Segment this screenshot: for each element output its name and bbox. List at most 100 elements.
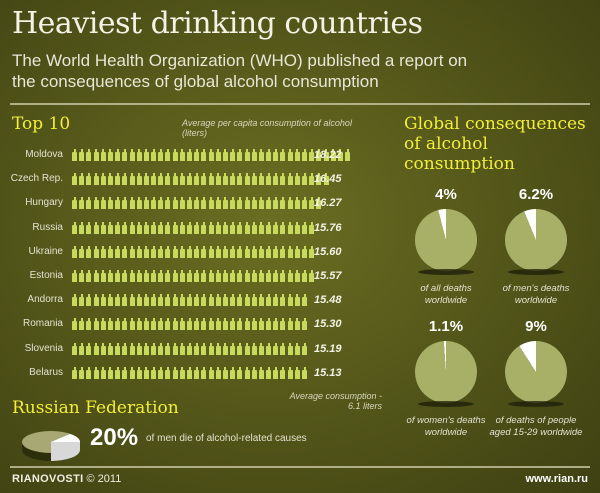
bottle-icon <box>266 270 272 282</box>
average-note-line-1: Average consumption - <box>289 391 382 401</box>
bottle-icon <box>79 318 85 331</box>
bottle-icon <box>215 366 221 379</box>
bottle-icon <box>172 294 178 307</box>
bottle-icon <box>115 270 121 282</box>
country-name: Romania <box>22 318 63 330</box>
bottle-icon <box>266 245 272 258</box>
bottle-icon <box>122 149 128 161</box>
bottle-icon <box>151 318 157 331</box>
bottle-icon <box>93 318 99 331</box>
bottle-icon <box>100 366 106 379</box>
bottle-icon <box>230 173 236 186</box>
bottle-icon <box>136 318 142 331</box>
table-row: Estonia 15.57 <box>0 269 390 283</box>
bottle-icon <box>215 270 221 282</box>
bottle-icon <box>115 149 121 161</box>
bottle-icon <box>172 342 178 355</box>
russia-pie-icon <box>22 431 80 461</box>
footer-url[interactable]: www.rian.ru <box>525 473 588 485</box>
bottle-icon <box>294 173 300 186</box>
bottle-icon <box>330 149 336 161</box>
top10-heading: Top 10 <box>12 114 71 134</box>
bottle-icon <box>129 342 135 355</box>
bottle-icon <box>86 318 92 331</box>
bottle-icon <box>258 294 264 307</box>
pie-shadow <box>508 401 564 407</box>
bottle-icon <box>86 221 92 234</box>
bottle-icon <box>172 270 178 282</box>
bottle-icon <box>136 149 142 161</box>
bottle-icon <box>179 173 185 186</box>
bottle-icon <box>309 197 315 210</box>
bottle-icon <box>107 197 113 210</box>
bottle-icon <box>309 270 315 282</box>
consumption-value: 16.45 <box>314 173 342 186</box>
bottle-icon <box>258 342 264 355</box>
bottle-icon <box>280 342 286 355</box>
bottle-icon <box>258 149 264 161</box>
bottle-icon <box>187 197 192 210</box>
bottle-icon <box>179 318 185 331</box>
pie-caption: of women's deaths worldwide <box>406 415 486 438</box>
bottle-icon <box>230 149 236 161</box>
pie-chart: 4% of all deaths worldwide <box>396 186 496 307</box>
bottle-icon <box>222 197 228 210</box>
bottle-icon <box>143 245 149 258</box>
bottle-icon <box>129 221 135 234</box>
bottle-icon <box>115 342 121 355</box>
bottle-icon <box>201 221 207 234</box>
bottle-icon <box>86 245 92 258</box>
bottle-icon <box>79 342 85 355</box>
bottle-icon <box>201 294 207 307</box>
bottle-icon <box>72 366 77 379</box>
bottle-icon <box>165 270 171 282</box>
bottle-icon <box>280 197 286 210</box>
bottle-icon <box>93 294 99 307</box>
bottle-icon <box>280 245 286 258</box>
bottle-icon <box>172 366 178 379</box>
bottle-icon <box>93 221 99 234</box>
bottle-icon <box>100 245 106 258</box>
bottle-icon <box>179 270 185 282</box>
top10-note: Average per capita consumption of alcoho… <box>182 118 352 138</box>
bottle-icon <box>266 366 272 379</box>
bottle-icon <box>136 366 142 379</box>
bottle-icon <box>122 294 128 307</box>
pie-shadow <box>418 269 474 275</box>
bottle-icon <box>302 342 307 355</box>
table-row: Romania 15.30 <box>0 317 390 331</box>
bottle-icon <box>215 318 221 331</box>
bottle-icon <box>136 221 142 234</box>
bottle-icon <box>323 173 329 186</box>
bottle-icon <box>208 221 214 234</box>
bottle-icon <box>280 221 286 234</box>
bottle-icon <box>222 149 228 161</box>
header-divider <box>10 103 590 105</box>
bottle-icon <box>266 342 272 355</box>
bottle-icon <box>115 366 121 379</box>
pie-icon <box>505 209 567 271</box>
bottle-icon <box>194 221 200 234</box>
bottle-icon <box>165 245 171 258</box>
bottle-icon <box>151 221 157 234</box>
bottle-icon <box>79 173 85 186</box>
bottle-icon <box>302 149 307 161</box>
bottle-icon <box>316 149 322 161</box>
bottle-icon <box>107 149 113 161</box>
bottle-bar <box>72 245 316 258</box>
bottle-icon <box>251 318 257 331</box>
bottle-icon <box>122 270 128 282</box>
bottle-icon <box>230 245 236 258</box>
bottle-icon <box>93 366 99 379</box>
bottle-icon <box>86 366 92 379</box>
bottle-icon <box>201 318 207 331</box>
bottle-icon <box>294 342 300 355</box>
bottle-icon <box>143 221 149 234</box>
bottle-icon <box>143 294 149 307</box>
bottle-icon <box>122 197 128 210</box>
bottle-icon <box>187 221 192 234</box>
bottle-icon <box>302 245 307 258</box>
bottle-icon <box>158 245 164 258</box>
country-name: Russia <box>32 221 63 233</box>
bottle-icon <box>129 318 135 331</box>
